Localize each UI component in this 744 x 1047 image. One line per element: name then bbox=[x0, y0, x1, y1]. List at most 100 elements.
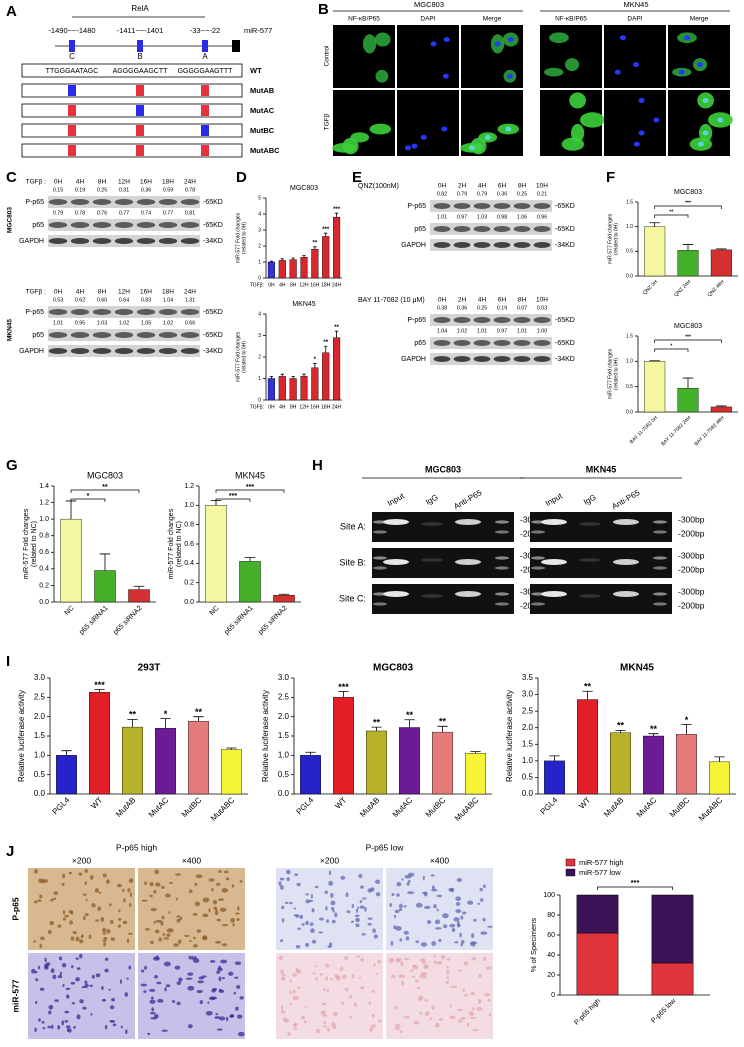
stain-dot bbox=[449, 1003, 452, 1008]
lane-label: 0H bbox=[438, 183, 447, 190]
error-bar bbox=[648, 733, 659, 736]
stain-dot bbox=[228, 971, 234, 976]
y-tick-label: 0.0 bbox=[278, 789, 290, 798]
construct-box bbox=[21, 143, 243, 158]
stain-dot bbox=[373, 934, 378, 939]
blot-strip bbox=[430, 200, 552, 212]
y-tick-label: 0.5 bbox=[522, 773, 534, 782]
stain-dot bbox=[104, 957, 109, 961]
blot-band bbox=[180, 222, 200, 228]
row-label: P-p65 bbox=[407, 203, 426, 210]
y-tick-label: 1.0 bbox=[278, 750, 290, 759]
stain-dot bbox=[441, 955, 446, 960]
stain-dot bbox=[483, 884, 486, 889]
bar bbox=[221, 749, 242, 795]
stain-dot bbox=[44, 965, 49, 970]
blot-band bbox=[513, 317, 531, 323]
stain-dot bbox=[360, 986, 365, 990]
stain-dot bbox=[229, 1015, 234, 1018]
stain-dot bbox=[48, 1010, 52, 1015]
stain-dot bbox=[149, 894, 153, 898]
stain-dot bbox=[192, 958, 200, 963]
blot-band bbox=[493, 340, 511, 346]
bar bbox=[60, 518, 82, 603]
stain-dot bbox=[104, 968, 109, 973]
stain-dot bbox=[471, 956, 477, 961]
stain-dot bbox=[231, 884, 235, 888]
stain-dot bbox=[153, 889, 157, 894]
stain-dot bbox=[358, 873, 363, 879]
stain-dot bbox=[215, 908, 218, 913]
blot-band bbox=[114, 332, 134, 338]
size-label: -34KD bbox=[203, 348, 223, 355]
bar bbox=[122, 726, 143, 795]
blot-band bbox=[493, 203, 511, 209]
stain-dot bbox=[195, 874, 203, 879]
bracket bbox=[70, 489, 140, 493]
stain-dot bbox=[112, 1023, 117, 1027]
stain-dot bbox=[106, 929, 111, 934]
band-quant: 0.21 bbox=[537, 191, 547, 197]
stain-dot bbox=[103, 942, 107, 947]
stain-dot bbox=[128, 878, 134, 884]
stain-dot bbox=[359, 905, 365, 909]
stain-dot bbox=[94, 888, 100, 893]
band-quant: 0.74 bbox=[141, 210, 151, 216]
stain-dot bbox=[192, 944, 198, 948]
stain-dot bbox=[235, 1006, 239, 1011]
stain-dot bbox=[351, 973, 355, 979]
lane-label: 8H bbox=[518, 183, 527, 190]
x-tick-label: BAY 11-7082 0H bbox=[629, 415, 659, 445]
band-quant: 1.02 bbox=[119, 320, 129, 326]
stain-dot bbox=[399, 1030, 403, 1034]
significance: ** bbox=[439, 717, 447, 727]
y-tick-label: 3.0 bbox=[34, 673, 46, 682]
stain-dot bbox=[151, 1007, 155, 1012]
error-bar bbox=[160, 718, 171, 729]
stain-dot bbox=[295, 945, 301, 949]
stain-dot bbox=[434, 1022, 440, 1028]
stain-dot bbox=[430, 874, 435, 877]
band-quant: 0.36 bbox=[457, 305, 467, 311]
stain-dot bbox=[281, 918, 285, 923]
gel-band bbox=[421, 558, 443, 562]
band-quant: 0.81 bbox=[185, 210, 195, 216]
stain-dot bbox=[149, 999, 156, 1004]
stain-dot bbox=[117, 924, 121, 928]
stain-dot bbox=[326, 988, 330, 992]
stain-dot bbox=[217, 967, 223, 972]
stain-dot bbox=[350, 920, 355, 923]
stain-dot bbox=[143, 990, 147, 993]
condition-label: Control bbox=[324, 45, 331, 67]
construct-name: MutABC bbox=[250, 146, 280, 155]
size-marker: -200bp bbox=[678, 528, 705, 538]
band-quant: 0.79 bbox=[477, 191, 487, 197]
construct-box bbox=[21, 123, 243, 138]
error-bar bbox=[716, 405, 727, 407]
x-tick-label: BAY 11-7082 48H bbox=[694, 415, 726, 447]
band-quant: 0.53 bbox=[53, 297, 63, 303]
gel-band bbox=[455, 519, 481, 525]
construct-name: WT bbox=[250, 66, 262, 75]
stain-dot bbox=[442, 913, 449, 919]
stain-dot bbox=[100, 917, 105, 922]
bar bbox=[128, 589, 150, 603]
row-label: GAPDH bbox=[19, 348, 44, 355]
stain-dot bbox=[109, 903, 112, 907]
stain-dot bbox=[487, 925, 493, 928]
blot-band bbox=[114, 348, 134, 354]
gel-band bbox=[383, 591, 409, 597]
error-bar bbox=[305, 751, 316, 756]
stain-dot bbox=[419, 974, 427, 979]
stain-dot bbox=[197, 980, 204, 984]
stain-dot bbox=[388, 957, 395, 963]
stain-dot bbox=[330, 893, 334, 898]
mutation-site bbox=[201, 105, 209, 116]
lane-label: 0H bbox=[438, 297, 447, 304]
x-tick-label: MutAB bbox=[114, 796, 137, 819]
band-quant: 0.19 bbox=[75, 187, 85, 193]
blot-band bbox=[92, 348, 112, 354]
stain-dot bbox=[280, 969, 284, 975]
